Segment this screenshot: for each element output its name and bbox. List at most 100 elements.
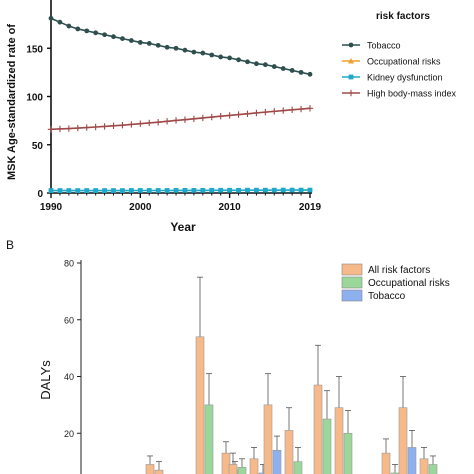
panel-a-data-point [111, 34, 116, 40]
panel-a-data-point [83, 124, 90, 131]
panel-a-data-point [172, 117, 180, 124]
panel-b-bar [381, 452, 391, 474]
panel-a-data-point [254, 187, 259, 193]
panel-a-data-point [84, 188, 90, 193]
panel-a-data-point [120, 188, 125, 193]
panel-b-bar [407, 447, 417, 474]
panel-a-data-point [182, 187, 188, 193]
panel-a-data-point [93, 30, 99, 36]
panel-b-bar [343, 432, 353, 474]
panel-b-y-axis-label: DALYs [38, 360, 53, 400]
panel-a-x-tick-label: 2019 [299, 202, 322, 213]
panel-b-legend-swatch [341, 289, 363, 302]
panel-a-data-point [217, 112, 224, 120]
panel-a-data-point [111, 188, 116, 193]
panel-a-data-point [66, 188, 72, 193]
panel-a-data-point [235, 111, 242, 118]
panel-a-data-point [92, 123, 99, 131]
panel-a-data-point [236, 187, 241, 193]
panel-a-data-point [164, 188, 170, 193]
panel-a-data-point [297, 105, 305, 113]
panel-a-line-chart: MSK Age-standardized rate of Year risk f… [6, 0, 457, 234]
panel-a-data-point [254, 61, 259, 67]
panel-a-data-point [182, 47, 188, 53]
panel-a-data-point [181, 116, 189, 123]
panel-a-data-point [209, 187, 215, 193]
panel-a-legend-marker [348, 58, 354, 64]
panel-a-legend-label: Tobacco [367, 41, 401, 51]
panel-a-data-point [137, 188, 143, 193]
panel-b-bar [258, 472, 268, 474]
panel-a-series-line-tobacco [50, 17, 311, 76]
panel-b-bar [313, 384, 323, 474]
panel-a-data-point [137, 40, 143, 45]
panel-a-data-point [146, 41, 152, 46]
panel-a-data-point [307, 187, 313, 193]
panel-b-bar [334, 407, 344, 474]
panel-a-data-point [253, 109, 260, 117]
panel-a-data-point [48, 188, 54, 193]
panel-a-data-point [93, 188, 99, 193]
panel-a-data-point [199, 114, 207, 122]
panel-a-data-point [128, 38, 134, 43]
panel-b-bar [428, 464, 438, 474]
panel-a-data-point [75, 188, 81, 193]
panel-b-label: B [6, 238, 14, 252]
panel-a-data-point [280, 107, 287, 114]
panel-a-data-point [245, 187, 250, 193]
panel-a-data-point [47, 126, 55, 133]
panel-b-bar [263, 404, 273, 474]
panel-a-data-point [227, 187, 233, 193]
panel-a-data-point [66, 23, 72, 29]
panel-a-data-point [164, 44, 170, 50]
panel-a-data-point [119, 121, 126, 129]
panel-a-data-point [262, 187, 268, 193]
panel-a-data-point [280, 187, 286, 193]
panel-a-data-point [218, 187, 224, 193]
panel-b-bar [272, 449, 282, 474]
panel-a-data-point [289, 187, 295, 193]
panel-a-legend-marker [348, 74, 354, 80]
panel-a-data-point [244, 110, 251, 117]
panel-a-data-point [236, 57, 241, 63]
panel-a-data-point [75, 26, 81, 32]
panel-a-data-point [280, 66, 286, 71]
panel-a-x-axis-label: Year [170, 220, 196, 234]
panel-a-data-point [226, 112, 233, 119]
panel-a-data-point [271, 108, 278, 115]
panel-a-data-point [209, 52, 215, 58]
panel-b-y-tick-label: 60 [64, 315, 74, 325]
panel-a-data-point [101, 123, 108, 130]
panel-a-data-point [155, 188, 161, 193]
panel-a-y-tick-label: 100 [26, 93, 43, 104]
panel-b-bar [284, 430, 294, 474]
panel-a-data-point [154, 118, 162, 126]
panel-b-legend-label: Occupational risks [368, 278, 450, 289]
panel-a-data-point [102, 188, 107, 193]
panel-a-y-tick-label: 150 [26, 44, 43, 55]
panel-a-data-point [307, 71, 313, 77]
panel-b-bar [145, 464, 155, 474]
panel-a-legend-label: Occupational risks [367, 57, 441, 67]
panel-a-y-tick-label: 50 [32, 141, 44, 152]
panel-b-bar [419, 458, 429, 474]
panel-a-data-point [84, 28, 90, 34]
panel-b-bar [390, 472, 400, 474]
panel-a-data-point [288, 106, 296, 114]
panel-a-data-point [191, 187, 197, 193]
panel-a-data-point [227, 55, 233, 61]
panel-a-data-point [271, 64, 277, 69]
panel-b-y-tick-label: 40 [64, 372, 74, 382]
panel-a-data-point [146, 119, 153, 127]
panel-a-x-tick-label: 2000 [129, 202, 152, 213]
panel-a-data-point [173, 45, 179, 51]
panel-a-data-point [191, 49, 197, 55]
panel-b-legend-swatch [341, 276, 363, 289]
panel-a-data-point [306, 105, 314, 112]
panel-a-data-point [218, 54, 224, 60]
panel-b-bar [204, 404, 214, 474]
panel-a-data-point [262, 62, 268, 68]
panel-a-data-point [56, 125, 64, 133]
panel-b-y-tick-label: 20 [64, 429, 74, 439]
